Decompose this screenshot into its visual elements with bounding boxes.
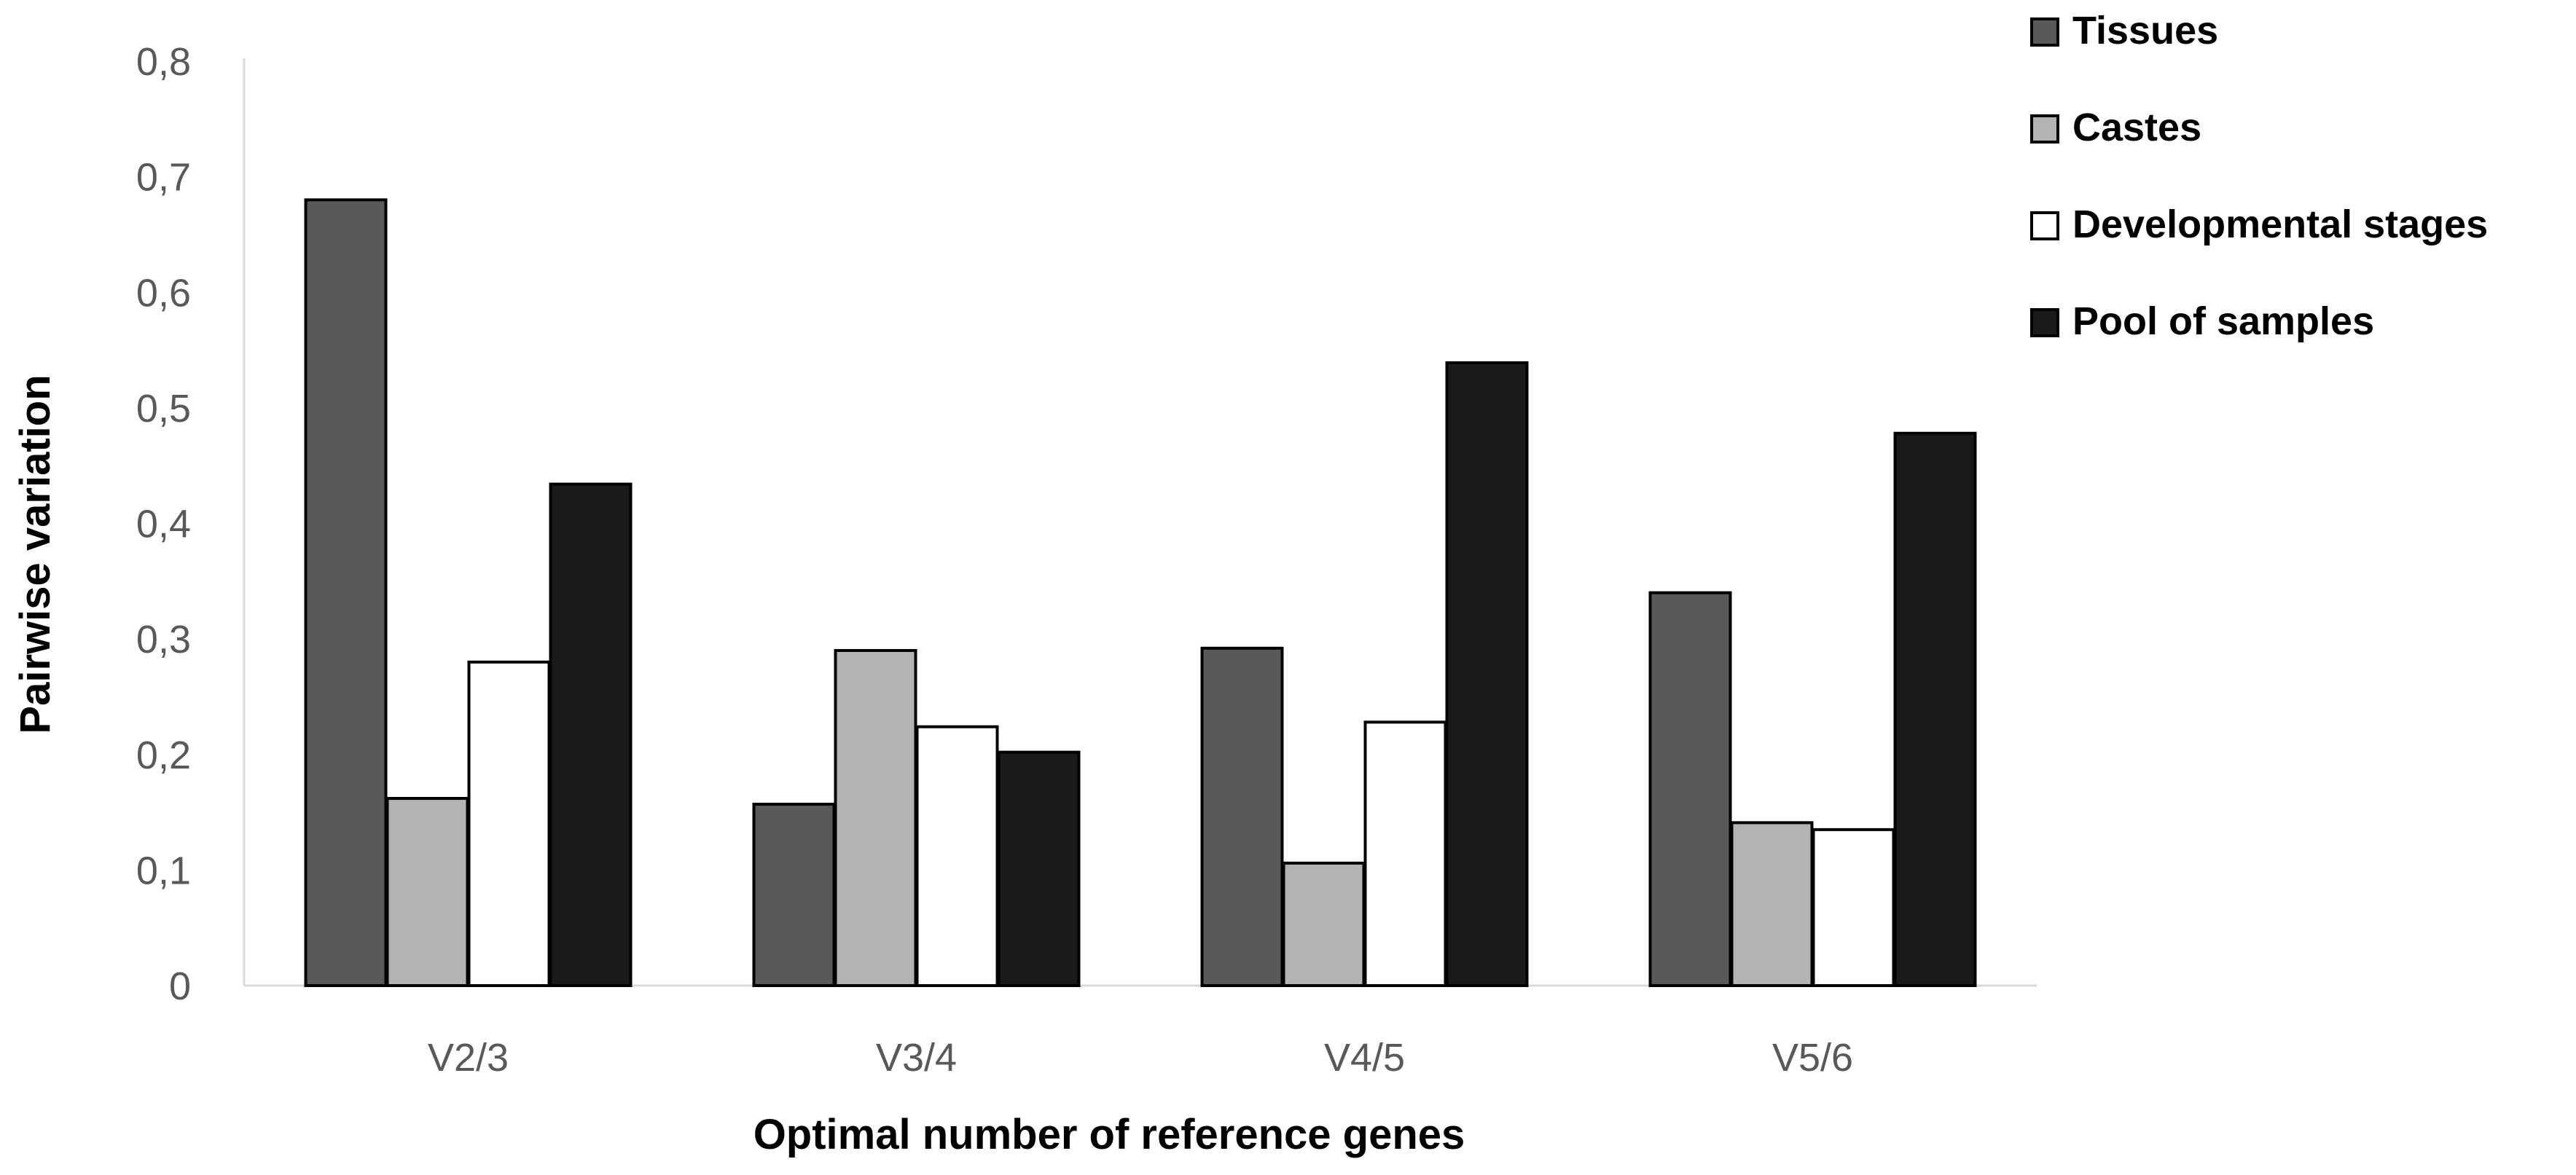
- bar-castes-v3-4: [834, 648, 917, 987]
- bar-developmental-stages-v2-3: [467, 660, 551, 987]
- bars: [304, 198, 1977, 988]
- x-tick-label: V2/3: [428, 1036, 509, 1080]
- y-tick-label: 0,5: [136, 387, 191, 431]
- legend-swatch: [2030, 17, 2059, 47]
- y-tick-label: 0,8: [136, 40, 191, 84]
- legend-label: Castes: [2072, 106, 2201, 149]
- y-tick-label: 0,4: [136, 503, 191, 546]
- bar-tissues-v5-6: [1648, 591, 1732, 987]
- legend-swatch: [2030, 308, 2059, 337]
- y-tick-label: 0,7: [136, 156, 191, 200]
- bar-tissues-v3-4: [752, 802, 836, 987]
- y-tick-label: 0: [169, 964, 191, 1008]
- bar-castes-v2-3: [385, 797, 469, 987]
- legend: Tissues Castes Developmental stages Pool of…: [2030, 9, 2488, 343]
- x-axis: V2/3 V3/4 V4/5 V5/6: [244, 984, 2037, 1080]
- bar-developmental-stages-v3-4: [915, 725, 999, 987]
- legend-swatch: [2030, 114, 2059, 144]
- y-tick-label: 0,3: [136, 618, 191, 661]
- y-axis: 0 0,1 0,2 0,3 0,4 0,5 0,6 0,7 0,8: [136, 40, 246, 1008]
- bar-pool-of-samples-v5-6: [1893, 431, 1977, 987]
- y-tick-label: 0,2: [136, 734, 191, 777]
- bar-pool-of-samples-v4-5: [1445, 361, 1529, 988]
- y-tick-label: 0,6: [136, 271, 191, 315]
- x-tick-label: V4/5: [1324, 1036, 1405, 1080]
- legend-swatch: [2030, 211, 2059, 240]
- y-tick-label: 0,1: [136, 849, 191, 892]
- bar-pool-of-samples-v3-4: [997, 750, 1081, 987]
- legend-label: Developmental stages: [2072, 203, 2488, 246]
- x-tick-label: V3/4: [876, 1036, 957, 1080]
- bar-castes-v4-5: [1282, 861, 1366, 988]
- bar-tissues-v2-3: [304, 198, 388, 988]
- bar-tissues-v4-5: [1200, 646, 1284, 987]
- y-axis-title: Pairwise variation: [12, 374, 59, 734]
- bar-developmental-stages-v5-6: [1812, 828, 1895, 987]
- legend-label: Pool of samples: [2072, 299, 2374, 343]
- bar-castes-v5-6: [1730, 821, 1814, 987]
- bar-developmental-stages-v4-5: [1363, 720, 1447, 988]
- x-axis-title: Optimal number of reference genes: [753, 1111, 1465, 1158]
- x-tick-label: V5/6: [1772, 1036, 1853, 1080]
- bar-pool-of-samples-v2-3: [549, 482, 633, 987]
- legend-label: Tissues: [2072, 9, 2218, 52]
